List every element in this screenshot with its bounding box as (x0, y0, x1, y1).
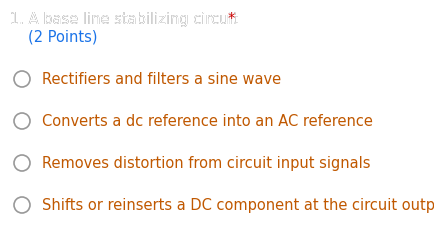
Text: Shifts or reinserts a DC component at the circuit output: Shifts or reinserts a DC component at th… (42, 198, 434, 213)
Text: 1. A base line stabilizing circuit: 1. A base line stabilizing circuit (10, 12, 243, 27)
Text: Rectifiers and filters a sine wave: Rectifiers and filters a sine wave (42, 72, 281, 87)
Text: Removes distortion from circuit input signals: Removes distortion from circuit input si… (42, 156, 371, 171)
Text: 1. A base line stabilizing circuit *: 1. A base line stabilizing circuit * (10, 12, 250, 27)
Text: *: * (228, 12, 235, 27)
Text: Converts a dc reference into an AC reference: Converts a dc reference into an AC refer… (42, 114, 373, 129)
Text: (2 Points): (2 Points) (28, 30, 98, 45)
